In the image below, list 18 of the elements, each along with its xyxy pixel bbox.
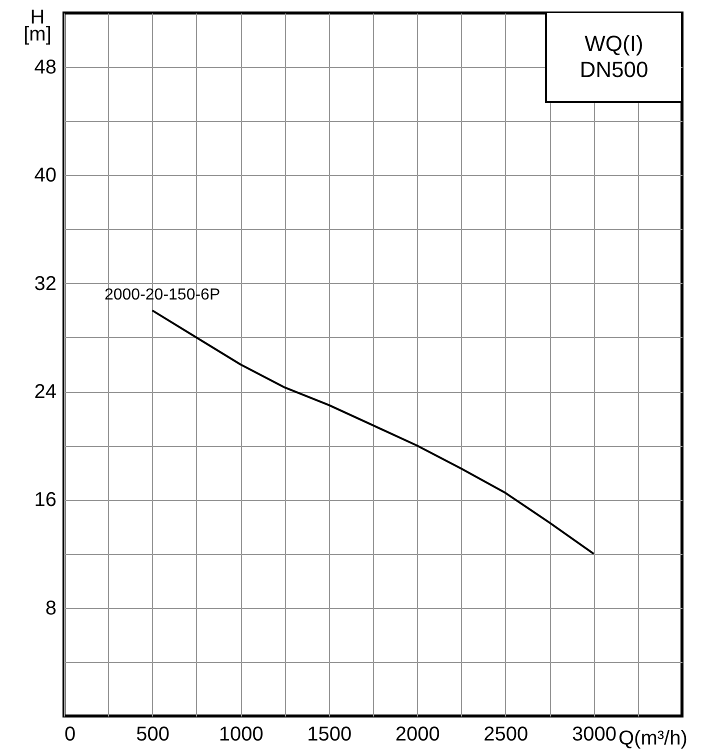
y-tick-label: 48 [34, 56, 56, 79]
y-tick-label: 8 [45, 597, 56, 620]
x-tick-label: 0 [64, 724, 76, 746]
y-axis-title: H [m] [24, 6, 52, 46]
x-tick-label: 500 [136, 724, 170, 746]
line-series [151, 309, 595, 555]
x-tick-label: 2000 [395, 724, 440, 746]
x-tick-label: 2500 [484, 724, 528, 746]
y-tick-label: 40 [34, 164, 56, 187]
x-tick-label: 3000 [572, 724, 616, 746]
title-box: WQ(I) DN500 [545, 13, 681, 103]
x-tick-label: 1500 [307, 724, 352, 746]
annotation: 2000-20-150-6P [104, 286, 220, 304]
y-tick-label: 16 [34, 489, 56, 512]
y-tick-label: 32 [34, 272, 56, 295]
y-tick-label: 24 [34, 381, 56, 404]
x-axis-title: Q(m³/h) [618, 728, 688, 750]
x-tick-label: 1000 [218, 724, 264, 746]
